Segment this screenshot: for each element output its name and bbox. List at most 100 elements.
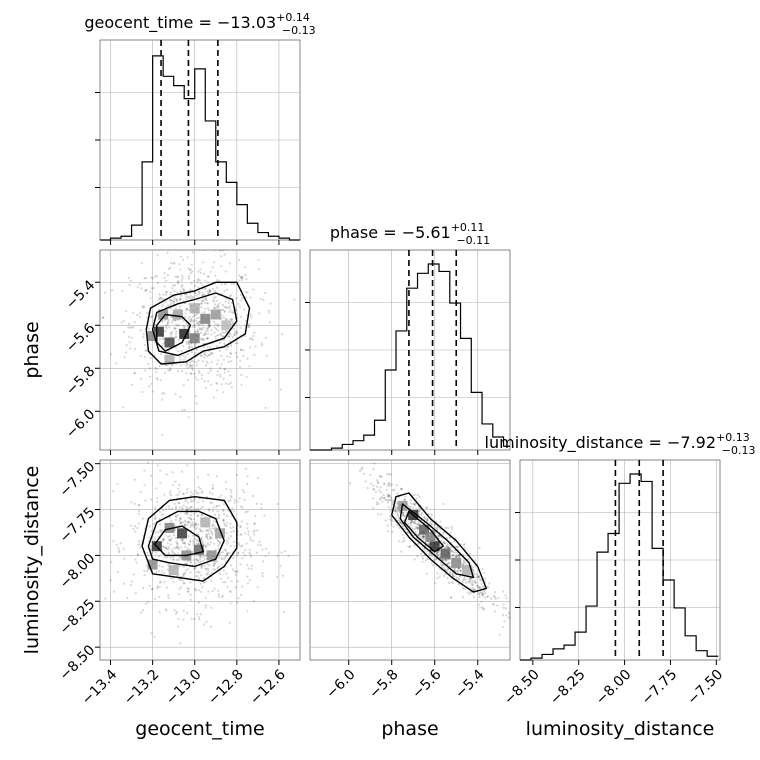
scatter-point <box>197 286 200 289</box>
scatter-point <box>392 500 395 503</box>
scatter-point <box>478 546 481 550</box>
scatter-point <box>177 502 181 505</box>
scatter-point <box>229 308 232 311</box>
scatter-point <box>130 336 133 339</box>
scatter-point <box>228 335 231 338</box>
scatter-point <box>130 326 133 329</box>
scatter-point <box>426 519 429 522</box>
scatter-point <box>190 346 194 349</box>
scatter-point <box>190 498 193 501</box>
scatter-point <box>446 545 449 548</box>
scatter-point <box>358 469 362 472</box>
scatter-point <box>182 618 185 621</box>
scatter-point <box>496 604 499 607</box>
scatter-point <box>188 516 192 520</box>
scatter-point <box>196 613 199 616</box>
scatter-point <box>239 533 242 536</box>
scatter-point <box>415 522 418 526</box>
scatter-point <box>208 543 211 546</box>
scatter-point <box>161 545 165 548</box>
scatter-point <box>133 478 136 481</box>
scatter-point <box>228 551 231 554</box>
scatter-point <box>220 363 223 366</box>
scatter-point <box>229 602 232 605</box>
scatter-point <box>232 526 235 529</box>
scatter-point <box>223 310 227 313</box>
scatter-point <box>203 301 206 304</box>
scatter-point <box>182 354 185 357</box>
scatter-point <box>436 572 439 575</box>
scatter-point <box>197 299 200 302</box>
scatter-point <box>168 367 171 370</box>
scatter-point <box>191 270 194 273</box>
scatter-point <box>483 590 486 593</box>
scatter-point <box>113 590 116 593</box>
scatter-point <box>369 473 372 476</box>
scatter-point <box>430 554 433 557</box>
scatter-point <box>230 294 233 297</box>
scatter-point <box>442 563 445 566</box>
scatter-point <box>498 633 501 636</box>
scatter-point <box>227 383 230 386</box>
scatter-point <box>222 377 225 380</box>
scatter-point <box>199 560 203 563</box>
scatter-point <box>210 329 213 332</box>
scatter-point <box>416 555 419 558</box>
scatter-point <box>201 339 204 342</box>
scatter-point <box>505 614 508 617</box>
scatter-point <box>142 336 145 339</box>
ytick-label-dist: −8.25 <box>57 596 99 638</box>
scatter-point <box>207 508 210 511</box>
scatter-point <box>190 518 193 521</box>
scatter-point <box>246 483 249 486</box>
scatter-point <box>161 337 164 340</box>
scatter-point <box>197 543 200 546</box>
scatter-point <box>211 492 214 495</box>
scatter-point <box>159 352 162 355</box>
scatter-point <box>149 545 152 548</box>
scatter-point <box>227 301 230 305</box>
scatter-point <box>127 276 130 280</box>
scatter-point <box>408 546 411 549</box>
scatter-point <box>198 555 202 558</box>
scatter-point <box>174 327 177 330</box>
scatter-point <box>396 513 399 516</box>
xtick-label-dist: −8.25 <box>547 667 589 709</box>
scatter-point <box>180 470 184 473</box>
scatter-point <box>475 576 478 579</box>
scatter-point <box>211 523 214 526</box>
scatter-point <box>455 546 458 549</box>
scatter-point <box>205 337 209 340</box>
scatter-point <box>201 284 204 287</box>
scatter-point <box>423 535 426 538</box>
scatter-point <box>169 490 172 493</box>
scatter-point <box>486 595 489 598</box>
scatter-point <box>411 520 414 524</box>
scatter-point <box>400 487 403 490</box>
scatter-point <box>233 498 236 502</box>
scatter-point <box>187 340 191 343</box>
scatter-point <box>264 555 267 558</box>
scatter-point <box>211 589 214 593</box>
scatter-point <box>407 505 410 508</box>
scatter-point <box>232 510 235 513</box>
scatter-point <box>146 312 149 315</box>
scatter-point <box>430 561 433 564</box>
scatter-point <box>447 545 450 549</box>
scatter-point <box>197 616 200 619</box>
scatter-point <box>178 506 181 509</box>
scatter-point <box>193 325 197 328</box>
scatter-point <box>123 557 126 560</box>
scatter-point <box>198 321 201 324</box>
scatter-point <box>446 526 449 530</box>
scatter-point <box>225 306 228 310</box>
scatter-point <box>189 297 192 300</box>
scatter-point <box>466 591 470 594</box>
scatter-point <box>190 294 193 297</box>
scatter-point <box>444 558 448 562</box>
scatter-point <box>240 348 243 351</box>
scatter-point <box>136 286 139 289</box>
scatter-point <box>248 551 251 555</box>
scatter-point <box>216 304 219 307</box>
scatter-point <box>217 595 220 598</box>
